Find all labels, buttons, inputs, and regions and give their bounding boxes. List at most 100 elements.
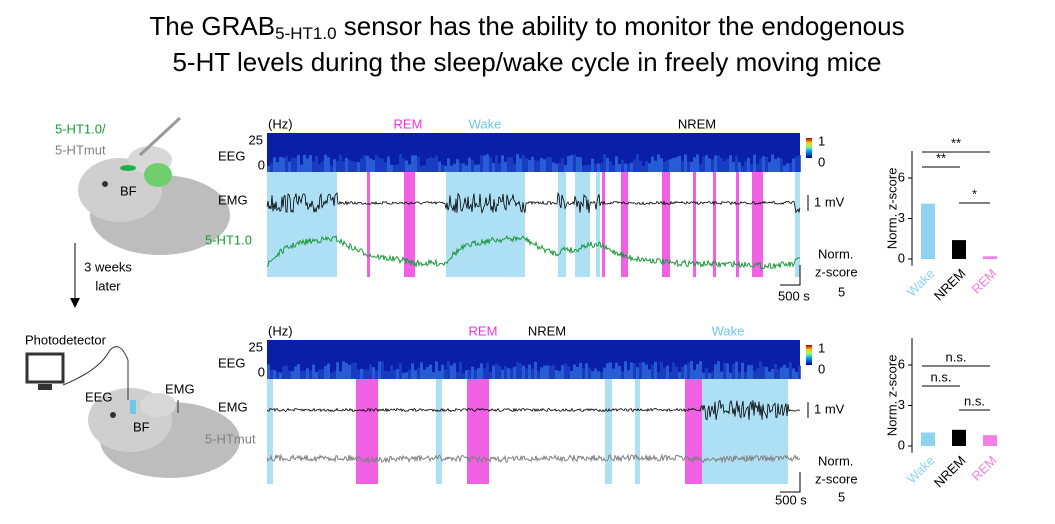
spectrogram-cell xyxy=(654,160,657,172)
spectrogram-cell xyxy=(615,156,618,172)
spectrogram-cell xyxy=(711,159,714,172)
spectrogram-cell xyxy=(480,363,483,379)
spectrogram-cell xyxy=(633,363,636,379)
spectrogram-cell xyxy=(546,156,549,172)
spectrogram-cell xyxy=(717,155,720,172)
spectrogram-cell xyxy=(726,158,729,172)
photodetector-label: Photodetector xyxy=(25,332,107,347)
spectrogram-cell xyxy=(396,368,399,379)
freq-tick: 25 xyxy=(249,132,263,147)
spectrogram-cell xyxy=(309,155,312,172)
spectrogram-cell xyxy=(738,162,741,172)
spectrogram-cell xyxy=(780,158,783,172)
spectrogram-cell xyxy=(732,161,735,172)
spectrogram-cell xyxy=(693,369,696,379)
spectrogram-cell xyxy=(411,155,414,172)
spectrogram-cell xyxy=(387,371,390,379)
spectrogram-cell xyxy=(519,158,522,172)
arrow-head xyxy=(70,298,80,308)
colorbar-tick: 0 xyxy=(818,361,825,376)
freq-tick: 25 xyxy=(249,339,263,354)
colorbar xyxy=(806,138,812,158)
spectrogram-cell xyxy=(699,163,702,172)
spectrogram-cell xyxy=(627,370,630,379)
spectrogram-cell xyxy=(459,162,462,172)
spectrogram-cell xyxy=(759,361,762,379)
spectrogram-cell xyxy=(273,370,276,379)
spectrogram-cell xyxy=(630,162,633,172)
spectrogram-cell xyxy=(663,161,666,172)
spectrogram-cell xyxy=(690,161,693,172)
spectrogram-cell xyxy=(465,165,468,172)
spectrogram-cell xyxy=(726,363,729,379)
spectrogram-cell xyxy=(711,371,714,379)
rem-shade xyxy=(367,172,370,277)
spectrogram-cell xyxy=(576,367,579,379)
spectrogram-cell xyxy=(558,371,561,379)
spectrogram-cell xyxy=(522,154,525,172)
spectrogram-cell xyxy=(333,159,336,172)
significance-label: n.s. xyxy=(964,393,985,408)
spectrogram-cell xyxy=(384,371,387,379)
spectrogram-cell xyxy=(687,161,690,172)
rem-shade xyxy=(685,379,702,484)
spectrogram-cell xyxy=(537,160,540,172)
spectrogram-cell xyxy=(777,157,780,172)
spectrogram-cell xyxy=(633,159,636,172)
freq-tick: 0 xyxy=(258,364,265,379)
spectrogram-cell xyxy=(501,155,504,172)
spectrogram-cell xyxy=(777,369,780,379)
spectrogram-cell xyxy=(534,361,537,379)
bar xyxy=(983,256,997,259)
spectrogram-cell xyxy=(483,155,486,172)
spectrogram-cell xyxy=(564,363,567,379)
spectrogram-cell xyxy=(303,154,306,172)
spectrogram-cell xyxy=(582,368,585,379)
colorbar-tick: 0 xyxy=(818,154,825,169)
spectrogram-cell xyxy=(681,160,684,172)
spectrogram-cell xyxy=(798,365,801,379)
spectrogram-cell xyxy=(471,366,474,379)
spectrogram-cell xyxy=(714,364,717,379)
freq-tick: 0 xyxy=(258,157,265,172)
x-tick-label: REM xyxy=(969,453,1000,484)
spectrogram-cell xyxy=(474,164,477,172)
spectrogram-cell xyxy=(528,160,531,172)
spectrogram-cell xyxy=(765,366,768,379)
spectrogram-cell xyxy=(729,372,732,379)
spectrogram-cell xyxy=(363,369,366,379)
spectrogram-cell xyxy=(315,372,318,379)
spectrogram-cell xyxy=(270,162,273,172)
spectrogram-cell xyxy=(708,158,711,172)
scale-bar xyxy=(780,265,801,286)
spectrogram-cell xyxy=(312,161,315,172)
spectrogram-cell xyxy=(582,165,585,172)
spectrogram-cell xyxy=(435,361,438,379)
emg-trace xyxy=(266,191,801,215)
spectrogram-cell xyxy=(618,164,621,172)
spectrogram-cell xyxy=(540,158,543,172)
spectrogram-cell xyxy=(792,158,795,172)
spectrogram-cell xyxy=(330,165,333,172)
spectrogram-cell xyxy=(288,370,291,379)
spectrogram-cell xyxy=(414,155,417,172)
spectrogram-cell xyxy=(618,365,621,379)
spectrogram-cell xyxy=(306,158,309,172)
y-tick-label: 6 xyxy=(898,356,905,371)
spectrogram-cell xyxy=(549,156,552,172)
spectrogram-cell xyxy=(552,365,555,379)
spectrogram-cell xyxy=(495,363,498,379)
z-scale: z-score xyxy=(815,264,858,279)
spectrogram-cell xyxy=(279,372,282,379)
spectrogram-cell xyxy=(666,365,669,379)
spectrogram-cell xyxy=(666,160,669,172)
spectrogram-cell xyxy=(669,159,672,172)
spectrogram-cell xyxy=(678,371,681,379)
spectrogram-cell xyxy=(747,157,750,172)
spectrogram-cell xyxy=(300,164,303,172)
spectrogram-cell xyxy=(669,371,672,379)
spectrogram-cell xyxy=(543,159,546,172)
significance-label: ** xyxy=(936,150,946,165)
spectrogram-cell xyxy=(534,160,537,172)
spectrogram-cell xyxy=(558,162,561,172)
